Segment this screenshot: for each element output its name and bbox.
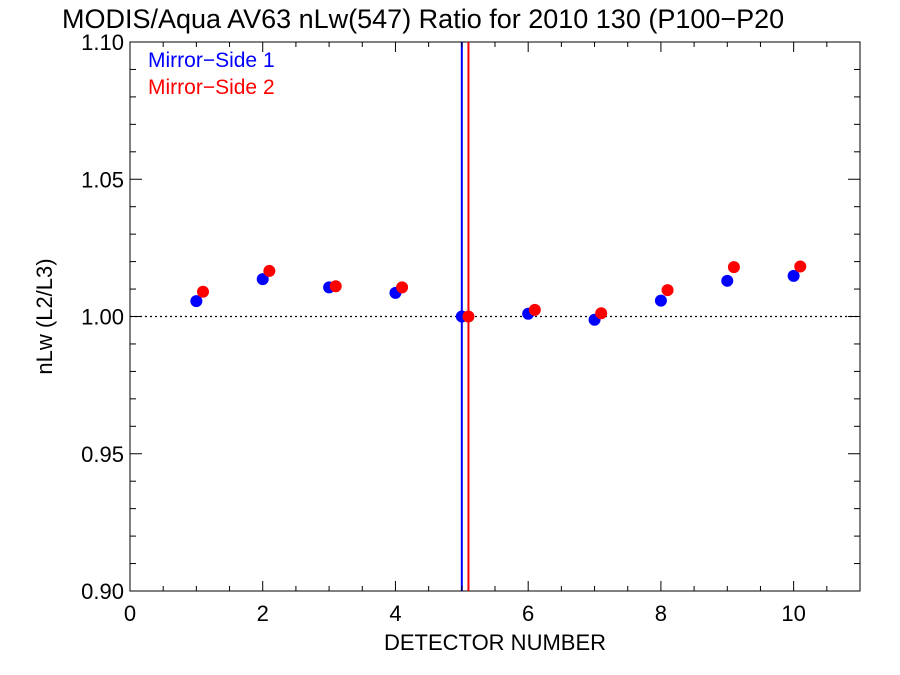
point-series-2	[528, 303, 541, 316]
point-series-2	[727, 261, 740, 274]
x-tick-label: 10	[781, 601, 805, 626]
data-points	[190, 260, 807, 326]
point-series-2	[329, 280, 342, 293]
point-series-2	[263, 264, 276, 277]
legend: Mirror−Side 1 Mirror−Side 2	[148, 49, 275, 99]
x-tick-label: 2	[257, 601, 269, 626]
y-axis-ticks: 0.90 0.95 1.00 1.05 1.10	[81, 30, 860, 604]
x-axis-ticks: 0 2 4 6 8 10	[124, 42, 861, 626]
y-tick-label: 1.00	[81, 305, 124, 330]
x-tick-label: 0	[124, 601, 136, 626]
legend-entry-2: Mirror−Side 2	[148, 76, 275, 99]
y-tick-label: 1.10	[81, 30, 124, 55]
point-series-2	[595, 307, 608, 320]
y-tick-label: 0.95	[81, 442, 124, 467]
x-tick-label: 6	[522, 601, 534, 626]
point-series-2	[197, 285, 209, 298]
point-series-1	[721, 274, 734, 287]
x-tick-label: 4	[389, 601, 401, 626]
point-series-2	[462, 310, 475, 323]
y-axis-label: nLw (L2/L3)	[32, 258, 57, 374]
chart-title: MODIS/Aqua AV63 nLw(547) Ratio for 2010 …	[62, 4, 784, 34]
point-series-1	[256, 273, 269, 286]
point-series-1	[190, 295, 203, 308]
point-series-2	[661, 284, 674, 297]
point-series-2	[794, 260, 807, 273]
x-axis-label: DETECTOR NUMBER	[384, 630, 606, 655]
point-series-2	[396, 281, 409, 294]
point-series-1	[654, 294, 667, 307]
point-series-1	[787, 269, 800, 282]
y-tick-label: 1.05	[81, 167, 124, 192]
y-tick-label: 0.90	[81, 579, 124, 604]
legend-entry-1: Mirror−Side 1	[148, 49, 275, 72]
x-tick-label: 8	[655, 601, 667, 626]
